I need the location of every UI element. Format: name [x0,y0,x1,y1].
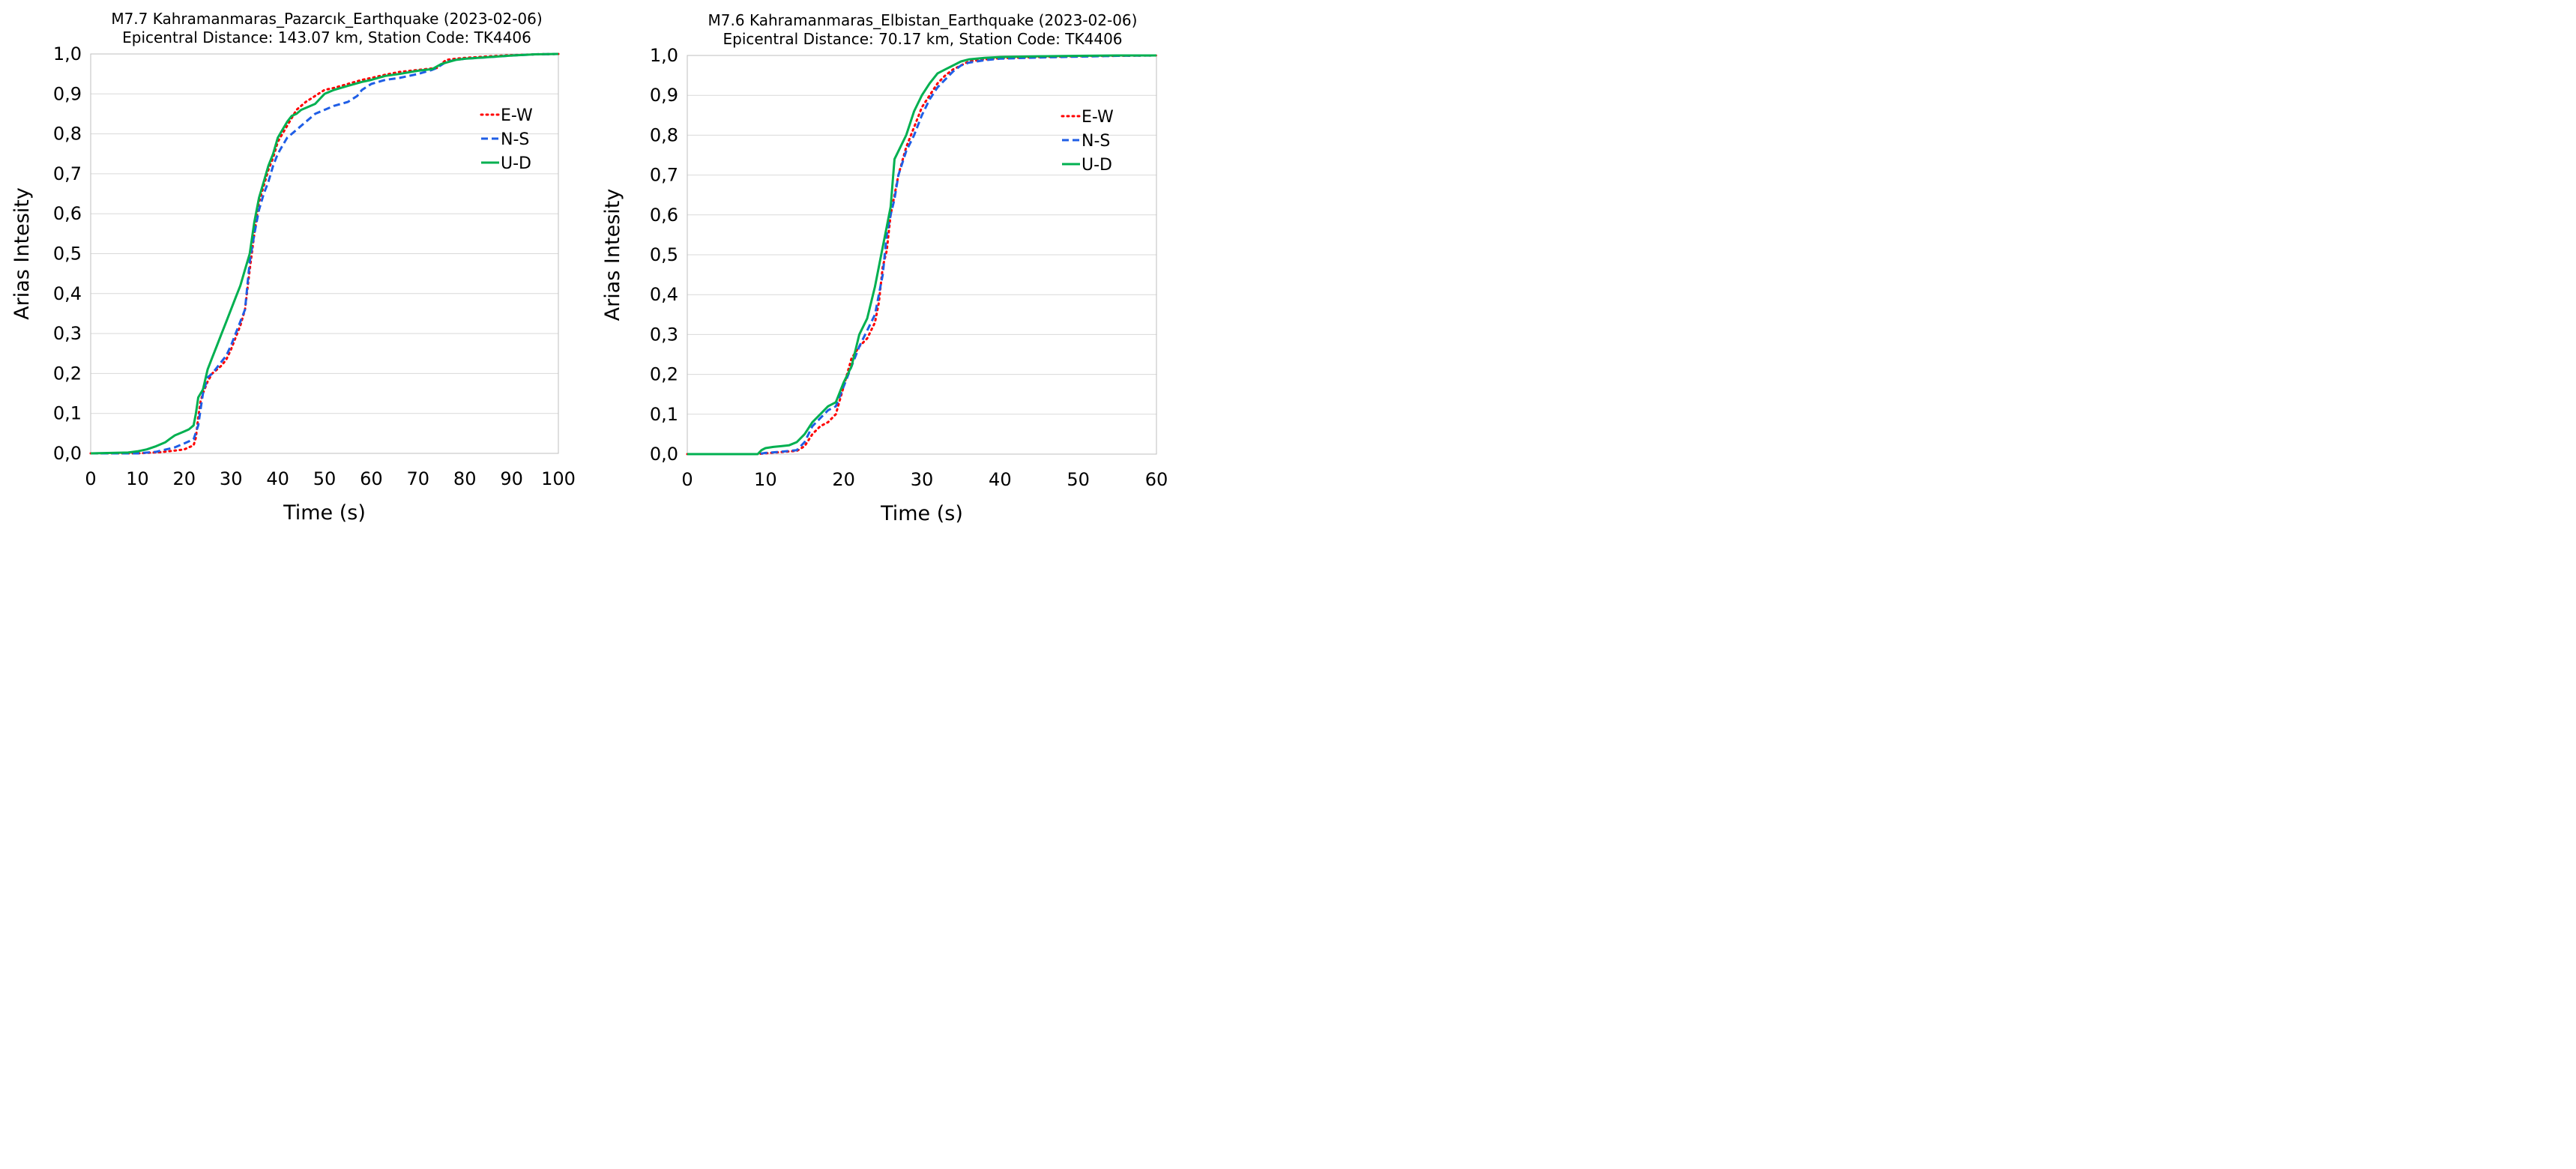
x-tick-label: 90 [500,468,523,489]
chart-title: M7.7 Kahramanmaras_Pazarcık_Earthquake (… [111,10,542,28]
y-tick-label: 1,0 [53,43,82,64]
y-tick-label: 0,1 [650,404,678,425]
x-tick-label: 100 [541,468,576,489]
legend: E-W N-S U-D [480,106,533,173]
charts-figure: M7.7 Kahramanmaras_Pazarcık_Earthquake (… [0,0,1175,531]
y-tick-label: 1,0 [650,45,678,66]
y-tick-label: 0,4 [53,283,82,304]
y-tick-label: 0,5 [53,244,82,265]
y-tick-label: 0,9 [53,83,82,104]
y-tick-label: 0,5 [650,244,678,265]
x-tick-label: 30 [911,469,934,490]
gridlines [91,53,558,414]
y-tick-label: 0,9 [650,85,678,106]
series-line-u-d [687,54,1156,456]
y-tick-label: 0,7 [650,165,678,186]
chart-subtitle: Epicentral Distance: 143.07 km, Station … [122,28,531,46]
x-tick-label: 60 [1145,469,1168,490]
y-tick-label: 0,3 [650,324,678,345]
y-tick-label: 0,4 [650,284,678,305]
x-tick-label: 50 [313,468,337,489]
legend-label-e-w: E-W [501,106,533,125]
x-tick-label: 70 [407,468,430,489]
series-line-n-s [687,54,1157,456]
legend-label-e-w: E-W [1082,108,1114,127]
x-tick-label: 30 [220,468,243,489]
y-tick-label: 0,2 [53,363,82,384]
x-tick-label: 80 [453,468,477,489]
x-axis-label: Time (s) [880,502,963,525]
y-tick-label: 0,7 [53,163,82,184]
chart-subtitle: Epicentral Distance: 70.17 km, Station C… [723,30,1122,48]
chart-elbistan: M7.6 Kahramanmaras_Elbistan_Earthquake (… [601,11,1168,525]
y-tick-label: 0,2 [650,364,678,385]
x-axis-label: Time (s) [283,501,366,525]
x-tick-label: 20 [832,469,855,490]
y-tick-label: 0,1 [53,403,82,424]
chart-title: M7.6 Kahramanmaras_Elbistan_Earthquake (… [708,11,1138,29]
y-tick-label: 0,0 [53,443,82,464]
legend: E-W N-S U-D [1061,108,1114,175]
legend-label-u-d: U-D [501,154,531,173]
legend-label-n-s: N-S [501,130,529,149]
series-line-n-s [91,52,559,455]
y-axis-label: Arias Intesity [10,187,34,320]
y-tick-label: 0,0 [650,444,678,465]
y-tick-label: 0,6 [650,205,678,226]
legend-label-u-d: U-D [1082,156,1112,175]
x-tick-label: 0 [85,468,96,489]
x-tick-label: 10 [126,468,149,489]
x-tick-label: 40 [989,469,1012,490]
x-tick-label: 50 [1067,469,1090,490]
y-tick-label: 0,3 [53,323,82,344]
x-tick-label: 0 [681,469,693,490]
y-tick-label: 0,8 [53,124,82,145]
plot-area-border [90,53,559,454]
x-tick-label: 40 [266,468,289,489]
series-line-u-d [90,52,559,455]
plot-area-border [687,55,1157,455]
y-axis-label: Arias Intesity [601,189,624,321]
x-tick-label: 60 [360,468,383,489]
x-tick-label: 20 [173,468,196,489]
y-tick-label: 0,6 [53,203,82,224]
x-tick-label: 10 [754,469,777,490]
y-tick-label: 0,8 [650,124,678,145]
chart-pazarcik: M7.7 Kahramanmaras_Pazarcık_Earthquake (… [10,10,576,525]
legend-label-n-s: N-S [1082,132,1110,151]
